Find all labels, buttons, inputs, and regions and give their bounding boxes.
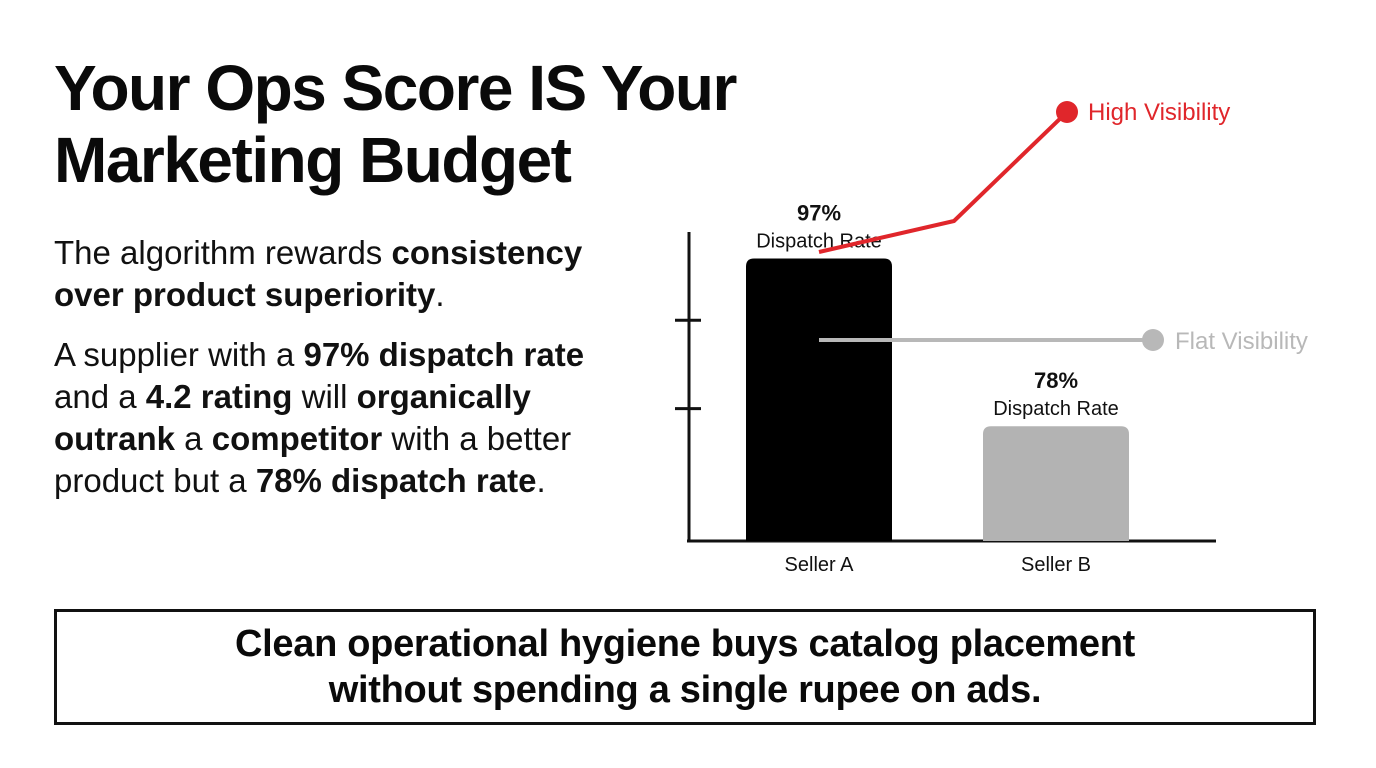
flat-visibility-marker bbox=[1142, 329, 1164, 351]
headline-line-2: Marketing Budget bbox=[54, 124, 572, 196]
paragraph-dispatch-comparison: A supplier with a 97% dispatch rate and … bbox=[54, 334, 614, 502]
headline: Your Ops Score IS Your Marketing Budget bbox=[54, 52, 814, 196]
bar-value-label: 97% bbox=[797, 200, 841, 225]
body-text: The algorithm rewards bbox=[54, 234, 392, 271]
flat-visibility-label: Flat Visibility bbox=[1175, 328, 1308, 355]
callout-line-1: Clean operational hygiene buys catalog p… bbox=[235, 623, 1135, 665]
paragraph-consistency: The algorithm rewards consistency over p… bbox=[54, 232, 654, 316]
emphasis-text: 4.2 rating bbox=[145, 378, 293, 415]
body-text: and a bbox=[54, 378, 146, 415]
emphasis-text: organically outrank bbox=[54, 378, 531, 457]
high-visibility-line bbox=[818, 110, 1069, 254]
emphasis-text: 78% dispatch rate bbox=[255, 462, 537, 499]
x-tick-label: Seller A bbox=[785, 554, 855, 576]
bar-value-sublabel: Dispatch Rate bbox=[993, 398, 1119, 420]
body-text: . bbox=[435, 276, 445, 313]
bar-value-sublabel: Dispatch Rate bbox=[756, 230, 882, 252]
body-text: A supplier with a bbox=[54, 336, 304, 373]
high-visibility-label: High Visibility bbox=[1088, 99, 1230, 126]
high-visibility-marker bbox=[1056, 101, 1078, 123]
bar-seller-b bbox=[983, 426, 1129, 541]
body-text: with a better product but a bbox=[54, 420, 572, 499]
callout-line-2: without spending a single rupee on ads. bbox=[328, 669, 1042, 711]
body-text: . bbox=[536, 462, 546, 499]
emphasis-text: competitor bbox=[211, 420, 383, 457]
dispatch-rate-chart: 97% Dispatch Rate Seller A 78% Dispatch Rate… bbox=[675, 99, 1308, 576]
body-text: a bbox=[175, 420, 212, 457]
body-text: will bbox=[292, 378, 357, 415]
bar-seller-a bbox=[746, 258, 892, 541]
bar-value-label: 78% bbox=[1034, 368, 1078, 393]
callout-box: Clean operational hygiene buys catalog p… bbox=[54, 609, 1316, 725]
emphasis-text: consistency over product superiority bbox=[54, 234, 583, 313]
emphasis-text: 97% dispatch rate bbox=[303, 336, 585, 373]
x-tick-label: Seller B bbox=[1021, 554, 1091, 576]
headline-line-1: Your Ops Score IS Your bbox=[54, 52, 737, 124]
